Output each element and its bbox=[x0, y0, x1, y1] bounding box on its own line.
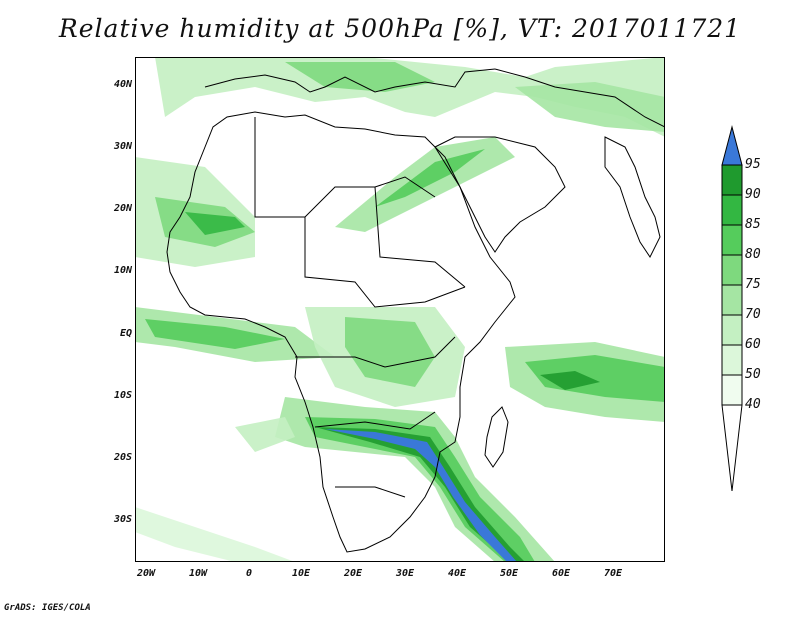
colorbar-arrow-top bbox=[721, 125, 743, 166]
colorbar-band-75-80 bbox=[721, 254, 743, 286]
lon-label-20e: 20E bbox=[343, 568, 363, 579]
colorbar-label-50: 50 bbox=[745, 367, 761, 382]
colorbar-band-85-90 bbox=[721, 194, 743, 226]
colorbar-band-50-60 bbox=[721, 344, 743, 376]
lat-label-30n: 30N bbox=[113, 141, 132, 152]
lat-label-20n: 20N bbox=[113, 203, 132, 214]
lon-label-40e: 40E bbox=[447, 568, 467, 579]
lon-label-10e: 10E bbox=[291, 568, 311, 579]
lon-label-0: 0 bbox=[245, 568, 253, 579]
colorbar-label-70: 70 bbox=[745, 307, 761, 322]
lon-label-10w: 10W bbox=[188, 568, 208, 579]
lat-label-30s: 30S bbox=[113, 514, 132, 525]
colorbar-arrow-bottom bbox=[721, 404, 743, 492]
lat-label-40n: 40N bbox=[113, 79, 132, 90]
colorbar-label-95: 95 bbox=[745, 157, 761, 172]
lon-label-30e: 30E bbox=[395, 568, 415, 579]
colorbar-band-90-95 bbox=[721, 164, 743, 196]
lon-label-70e: 70E bbox=[603, 568, 623, 579]
lon-label-50e: 50E bbox=[499, 568, 519, 579]
colorbar-label-60: 60 bbox=[745, 337, 761, 352]
colorbar-label-75: 75 bbox=[745, 277, 761, 292]
colorbar-label-85: 85 bbox=[745, 217, 761, 232]
humidity-map bbox=[135, 57, 665, 562]
lon-label-20w: 20W bbox=[136, 568, 156, 579]
colorbar-label-80: 80 bbox=[745, 247, 761, 262]
colorbar-band-70-75 bbox=[721, 284, 743, 316]
humidity-shading bbox=[135, 57, 665, 562]
lon-label-60e: 60E bbox=[551, 568, 571, 579]
colorbar-band-60-70 bbox=[721, 314, 743, 346]
colorbar-band-40-50 bbox=[721, 374, 743, 406]
footer-credit: GrADS: IGES/COLA bbox=[4, 603, 91, 613]
colorbar-label-40: 40 bbox=[745, 397, 761, 412]
colorbar bbox=[721, 125, 743, 492]
coastlines bbox=[166, 68, 665, 553]
colorbar-label-90: 90 bbox=[745, 187, 761, 202]
lat-label-20s: 20S bbox=[113, 452, 132, 463]
map-title: Relative humidity at 500hPa [%], VT: 201… bbox=[58, 14, 742, 43]
lat-label-10n: 10N bbox=[113, 265, 132, 276]
colorbar-band-80-85 bbox=[721, 224, 743, 256]
lat-label-10s: 10S bbox=[113, 390, 132, 401]
lat-label-eq: EQ bbox=[119, 328, 132, 339]
